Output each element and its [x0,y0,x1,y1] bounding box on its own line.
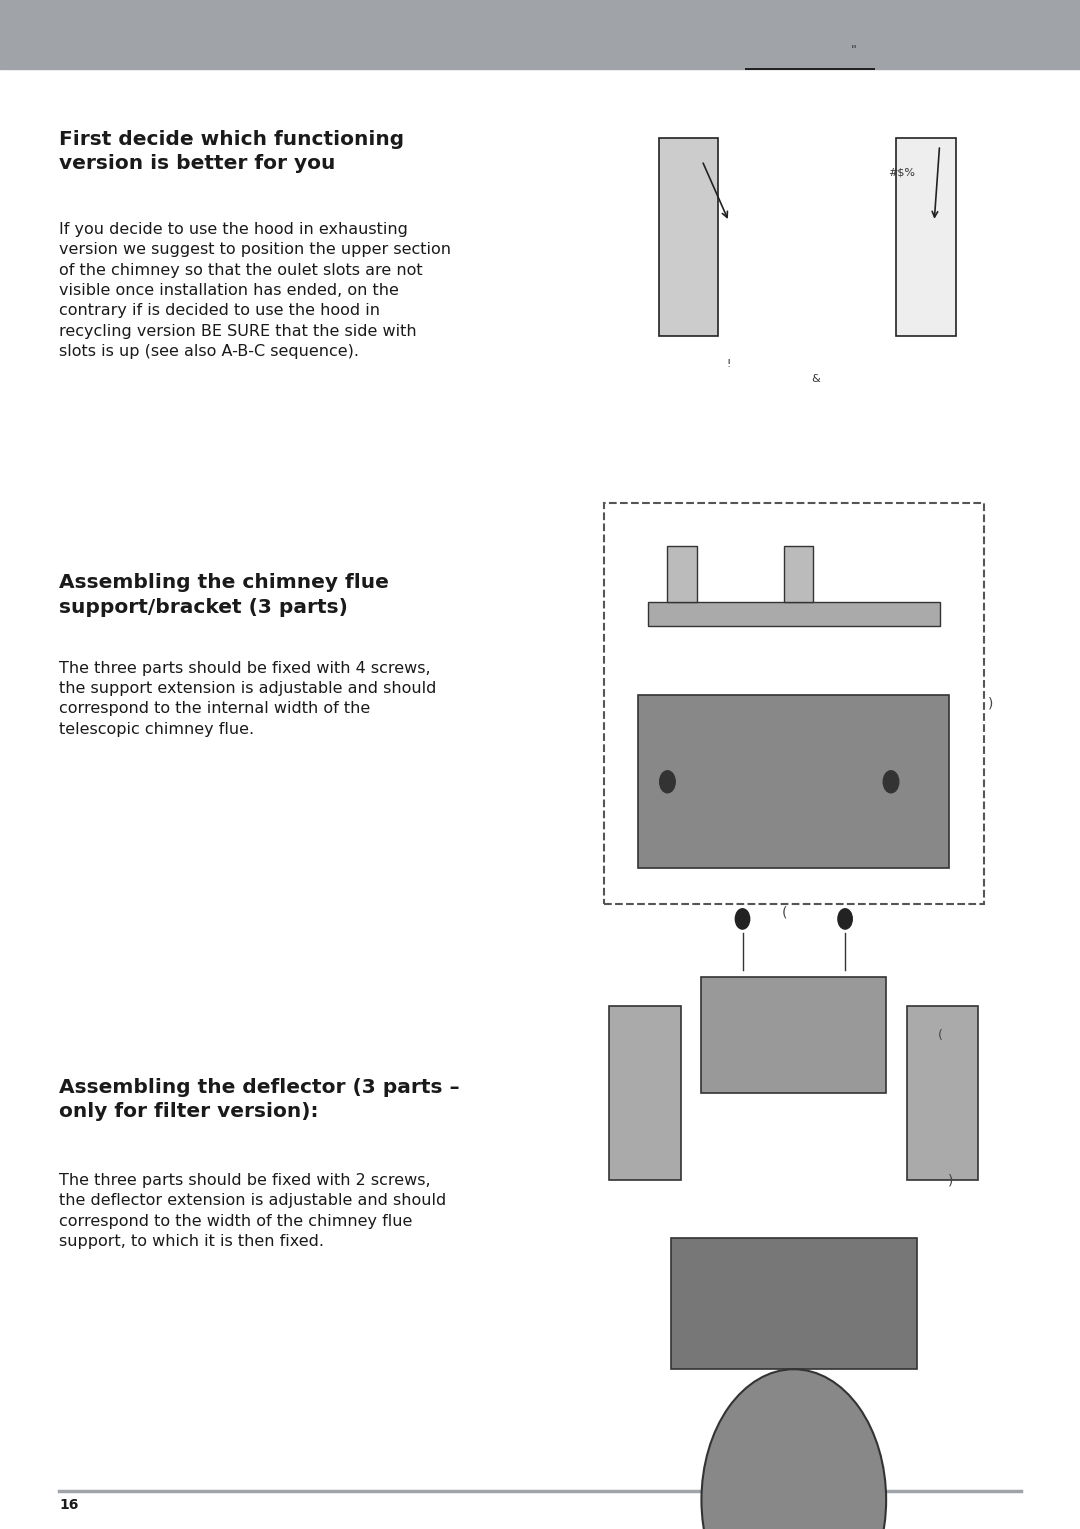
Text: If you decide to use the hood in exhausting
version we suggest to position the u: If you decide to use the hood in exhaust… [59,222,451,359]
FancyBboxPatch shape [659,138,718,336]
Text: The three parts should be fixed with 4 screws,
the support extension is adjustab: The three parts should be fixed with 4 s… [59,661,436,737]
Circle shape [883,771,899,792]
Text: &: & [811,375,820,384]
FancyBboxPatch shape [667,546,697,601]
Text: (: ( [781,905,787,919]
Text: ": " [850,43,856,57]
FancyBboxPatch shape [671,1238,917,1370]
Text: #$%: #$% [888,168,916,177]
Text: The three parts should be fixed with 2 screws,
the deflector extension is adjust: The three parts should be fixed with 2 s… [59,1173,447,1249]
Text: (: ( [937,1029,943,1041]
Circle shape [735,908,750,930]
Text: 16: 16 [59,1497,79,1512]
Text: Assembling the deflector (3 parts –
only for filter version):: Assembling the deflector (3 parts – only… [59,1078,460,1121]
Text: ): ) [988,696,994,711]
FancyBboxPatch shape [907,1006,978,1180]
Circle shape [660,771,675,792]
Text: ): ) [948,1173,953,1188]
FancyBboxPatch shape [896,138,956,336]
FancyBboxPatch shape [609,1006,680,1180]
Circle shape [702,1370,886,1529]
Text: First decide which functioning
version is better for you: First decide which functioning version i… [59,130,405,173]
FancyBboxPatch shape [784,546,813,601]
Text: Assembling the chimney flue
support/bracket (3 parts): Assembling the chimney flue support/brac… [59,573,389,616]
Text: !: ! [727,359,731,368]
FancyBboxPatch shape [648,601,940,627]
Circle shape [838,908,852,930]
Bar [0,0,1080,69]
FancyBboxPatch shape [702,977,886,1093]
FancyBboxPatch shape [638,696,949,868]
